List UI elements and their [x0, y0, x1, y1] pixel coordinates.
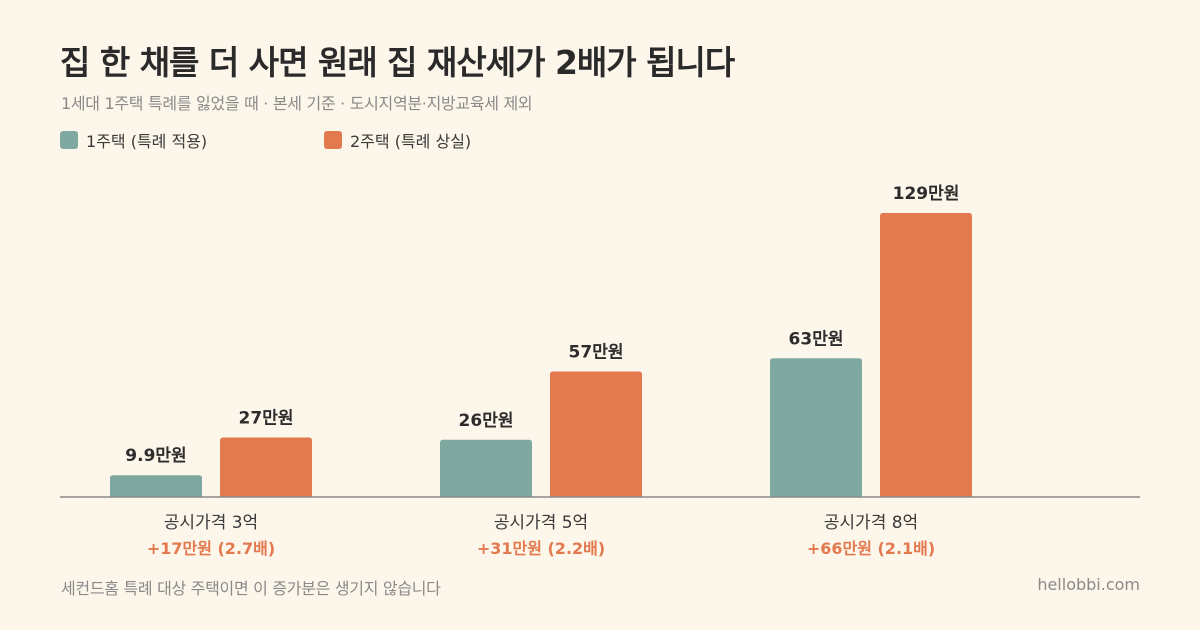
legend-label-series1: 1주택 (특례 적용) — [86, 132, 208, 151]
legend-swatch-series1 — [60, 131, 78, 149]
bar-series1-1 — [440, 439, 532, 497]
data-label-series2-2: 129만원 — [893, 184, 960, 204]
data-label-series1-0: 9.9만원 — [125, 446, 186, 466]
category-label-0: 공시가격 3억 — [164, 513, 258, 533]
data-label-series1-2: 63만원 — [789, 329, 844, 349]
difference-label-0: +17만원 (2.7배) — [147, 539, 275, 558]
footnote: 세컨드홈 특례 대상 주택이면 이 증가분은 생기지 않습니다 — [61, 579, 441, 598]
data-label-series2-0: 27만원 — [239, 409, 294, 429]
bar-series2-1 — [550, 371, 642, 497]
bar-series2-0 — [220, 437, 312, 497]
legend-swatch-series2 — [324, 131, 342, 149]
brand-link[interactable]: hellobbi.com — [1037, 575, 1140, 594]
difference-label-2: +66만원 (2.1배) — [807, 539, 935, 558]
legend-item-series1: 1주택 (특례 적용) — [60, 128, 207, 152]
chart-subtitle: 1세대 1주택 특례를 잃었을 때 · 본세 기준 · 도시지역분·지방교육세 … — [61, 94, 533, 113]
legend-item-series2: 2주택 (특례 상실) — [324, 128, 471, 152]
bar-series1-0 — [110, 475, 202, 497]
data-label-series2-1: 57만원 — [569, 343, 624, 363]
difference-label-1: +31만원 (2.2배) — [477, 539, 605, 558]
chart-title: 집 한 채를 더 사면 원래 집 재산세가 2배가 됩니다 — [60, 43, 735, 82]
category-label-2: 공시가격 8억 — [824, 513, 918, 533]
category-label-1: 공시가격 5억 — [494, 513, 588, 533]
bar-series1-2 — [770, 358, 862, 497]
bar-series2-2 — [880, 213, 972, 497]
data-label-series1-1: 26만원 — [459, 411, 514, 431]
legend-label-series2: 2주택 (특례 상실) — [350, 132, 472, 151]
